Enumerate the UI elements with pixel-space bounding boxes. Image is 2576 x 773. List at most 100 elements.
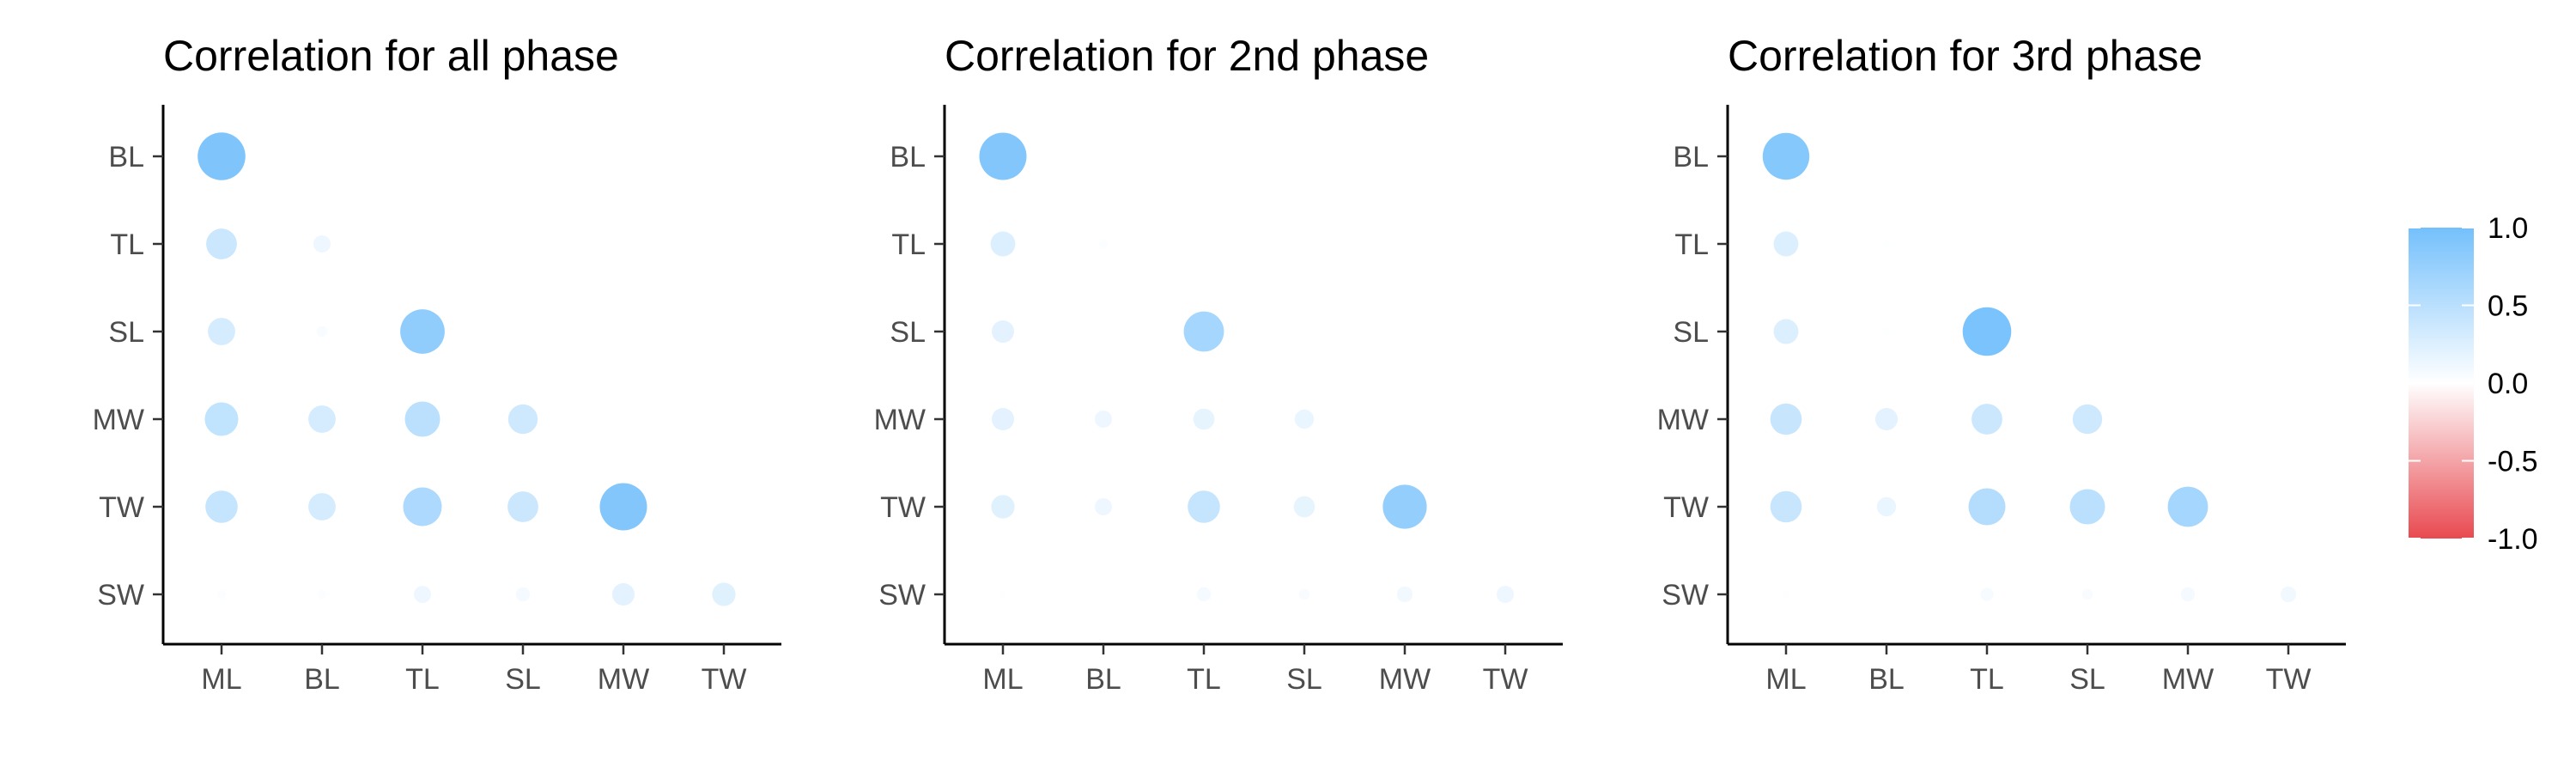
correlation-dot-tl-sl xyxy=(400,309,445,354)
correlation-dot-bl-tw xyxy=(1876,496,1897,517)
correlation-dot-tw-sw xyxy=(2280,586,2297,603)
correlation-dot-ml-sw xyxy=(217,590,226,599)
correlation-dot-mw-tw xyxy=(2167,486,2208,527)
x-tick-label: TL xyxy=(1187,663,1221,696)
correlation-dot-ml-tl xyxy=(1773,231,1799,257)
correlation-dot-bl-mw xyxy=(308,405,336,433)
x-tick-label: SL xyxy=(1286,663,1322,696)
correlation-dot-mw-sw xyxy=(612,583,635,606)
x-tick-label: MW xyxy=(598,663,649,696)
x-tick-label: ML xyxy=(982,663,1023,696)
x-tick-label: MW xyxy=(2162,663,2214,696)
correlation-dot-ml-tl xyxy=(206,228,237,259)
correlation-dot-ml-tw xyxy=(1770,490,1802,523)
legend-tick-label: -0.5 xyxy=(2488,446,2538,478)
panel-1: Correlation for all phase BL TL SL MW TW SW ML B… xyxy=(93,32,781,696)
correlation-dot-sl-sw xyxy=(1298,588,1310,600)
panel-title: Correlation for 3rd phase xyxy=(1728,32,2202,80)
correlation-dot-bl-sw xyxy=(318,590,326,599)
correlation-dot-ml-tw xyxy=(991,495,1015,519)
correlation-dot-sl-mw xyxy=(1294,409,1315,429)
x-tick-label: SL xyxy=(505,663,541,696)
y-tick-label: MW xyxy=(1657,404,1709,436)
correlation-dot-ml-tw xyxy=(205,490,238,523)
x-tick-label: TW xyxy=(2266,663,2312,696)
correlation-dot-ml-sw xyxy=(999,590,1007,599)
correlation-dot-ml-sl xyxy=(208,318,235,345)
panel-3: Correlation for 3rd phase BL TL SL MW TW SW ML B… xyxy=(1657,32,2346,696)
x-tick-label: BL xyxy=(1085,663,1121,696)
correlation-dot-bl-sl xyxy=(316,326,328,338)
panel-2: Correlation for 2nd phase BL TL SL MW TW SW ML B… xyxy=(874,32,1563,696)
y-tick-label: SL xyxy=(108,316,144,349)
correlation-dot-sl-sw xyxy=(515,587,531,602)
correlation-dot-tl-tw xyxy=(1968,488,2006,526)
panel-title: Correlation for all phase xyxy=(163,32,619,80)
x-tick-label: BL xyxy=(304,663,340,696)
x-tick-label: TL xyxy=(1970,663,2004,696)
y-tick-label: TW xyxy=(880,491,926,524)
x-tick-label: TW xyxy=(1483,663,1528,696)
x-tick-label: ML xyxy=(1765,663,1806,696)
correlation-dot-sl-tw xyxy=(1293,496,1315,518)
legend-tick-label: 0.0 xyxy=(2488,368,2528,400)
correlation-dot-ml-mw xyxy=(1770,403,1802,435)
correlation-dot-mw-sw xyxy=(1396,586,1413,603)
correlation-dot-mw-tw xyxy=(1382,484,1427,529)
panels: Correlation for all phase BL TL SL MW TW SW ML B… xyxy=(93,32,2346,696)
y-tick-label: MW xyxy=(874,404,926,436)
x-tick-label: ML xyxy=(201,663,241,696)
correlation-dot-tl-mw xyxy=(1971,404,2002,435)
correlation-dot-tl-sl xyxy=(1183,311,1224,352)
correlation-dot-bl-tw xyxy=(308,493,336,520)
x-tick-label: TL xyxy=(405,663,440,696)
correlation-dot-ml-mw xyxy=(204,402,239,436)
y-tick-label: SW xyxy=(97,579,144,612)
correlation-dot-sl-tw xyxy=(2069,489,2105,525)
correlation-dot-tw-sw xyxy=(712,582,736,606)
x-tick-label: BL xyxy=(1868,663,1905,696)
x-tick-label: TW xyxy=(702,663,747,696)
y-tick-label: MW xyxy=(93,404,144,436)
correlation-dot-sl-mw xyxy=(507,404,538,435)
y-tick-label: TL xyxy=(1674,228,1709,261)
panel-title: Correlation for 2nd phase xyxy=(945,32,1429,80)
correlation-dot-mw-sw xyxy=(2180,587,2196,602)
correlation-dot-ml-sl xyxy=(1773,319,1799,344)
correlation-dot-bl-tw xyxy=(1095,498,1112,515)
correlation-dot-ml-mw xyxy=(992,408,1014,430)
correlation-dot-bl-sl xyxy=(1882,327,1891,336)
legend-tick-label: 1.0 xyxy=(2488,212,2528,245)
y-tick-label: TW xyxy=(99,491,144,524)
y-tick-label: BL xyxy=(890,141,926,173)
y-tick-label: BL xyxy=(108,141,144,173)
correlation-dot-ml-tl xyxy=(990,231,1016,257)
y-tick-label: TL xyxy=(891,228,926,261)
correlation-dot-bl-mw xyxy=(1875,408,1898,430)
correlation-dot-tl-mw xyxy=(1193,408,1215,430)
correlation-dot-sl-sw xyxy=(2081,588,2093,600)
correlation-dot-bl-tl xyxy=(1099,240,1108,248)
correlation-dot-tl-sw xyxy=(1980,587,1994,601)
correlation-dot-ml-sl xyxy=(992,320,1014,343)
correlation-dot-tl-mw xyxy=(404,401,440,437)
correlation-dot-mw-tw xyxy=(599,483,647,531)
y-tick-label: SL xyxy=(1673,316,1709,349)
correlation-dot-ml-bl xyxy=(1762,132,1810,180)
correlation-dot-ml-bl xyxy=(979,132,1027,180)
correlation-dot-sl-mw xyxy=(2072,404,2103,435)
correlation-dot-bl-mw xyxy=(1095,411,1112,428)
legend-tick-label: 0.5 xyxy=(2488,290,2528,323)
y-tick-label: SW xyxy=(878,579,926,612)
x-tick-label: MW xyxy=(1379,663,1431,696)
y-tick-label: BL xyxy=(1673,141,1709,173)
correlation-dot-tl-tw xyxy=(1188,490,1220,523)
correlation-dot-bl-tl xyxy=(1882,240,1891,248)
correlation-dot-bl-tl xyxy=(313,235,331,253)
legend-tick-label: -1.0 xyxy=(2488,523,2538,556)
y-tick-label: SW xyxy=(1662,579,1709,612)
correlation-dot-tl-sl xyxy=(1962,307,2012,356)
correlation-dot-tl-sw xyxy=(414,586,431,603)
correlation-dot-ml-bl xyxy=(197,132,246,180)
